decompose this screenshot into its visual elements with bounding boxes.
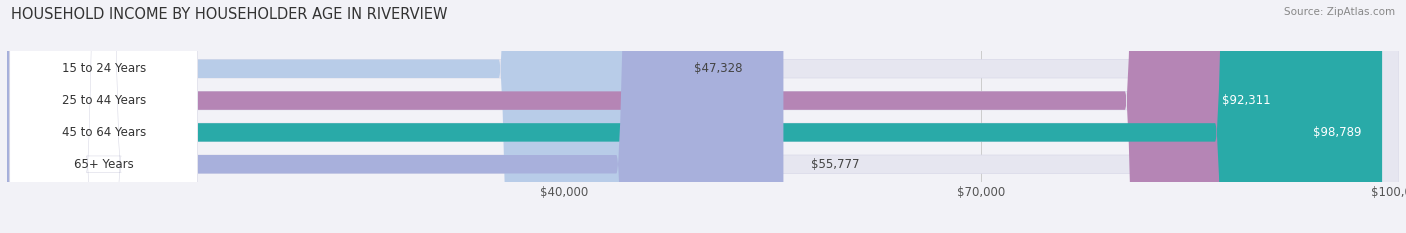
FancyBboxPatch shape bbox=[10, 0, 198, 233]
FancyBboxPatch shape bbox=[7, 0, 1399, 233]
Text: $55,777: $55,777 bbox=[811, 158, 859, 171]
FancyBboxPatch shape bbox=[7, 0, 1292, 233]
FancyBboxPatch shape bbox=[7, 0, 1399, 233]
FancyBboxPatch shape bbox=[7, 0, 1399, 233]
FancyBboxPatch shape bbox=[7, 0, 1382, 233]
Text: Source: ZipAtlas.com: Source: ZipAtlas.com bbox=[1284, 7, 1395, 17]
Text: HOUSEHOLD INCOME BY HOUSEHOLDER AGE IN RIVERVIEW: HOUSEHOLD INCOME BY HOUSEHOLDER AGE IN R… bbox=[11, 7, 447, 22]
FancyBboxPatch shape bbox=[7, 0, 666, 233]
FancyBboxPatch shape bbox=[7, 0, 783, 233]
Text: $47,328: $47,328 bbox=[693, 62, 742, 75]
Text: 15 to 24 Years: 15 to 24 Years bbox=[62, 62, 146, 75]
FancyBboxPatch shape bbox=[10, 0, 198, 233]
FancyBboxPatch shape bbox=[7, 0, 1399, 233]
FancyBboxPatch shape bbox=[10, 0, 198, 233]
FancyBboxPatch shape bbox=[10, 0, 198, 233]
Text: $92,311: $92,311 bbox=[1222, 94, 1271, 107]
Text: 25 to 44 Years: 25 to 44 Years bbox=[62, 94, 146, 107]
Text: 45 to 64 Years: 45 to 64 Years bbox=[62, 126, 146, 139]
Text: 65+ Years: 65+ Years bbox=[75, 158, 134, 171]
Text: $98,789: $98,789 bbox=[1313, 126, 1361, 139]
